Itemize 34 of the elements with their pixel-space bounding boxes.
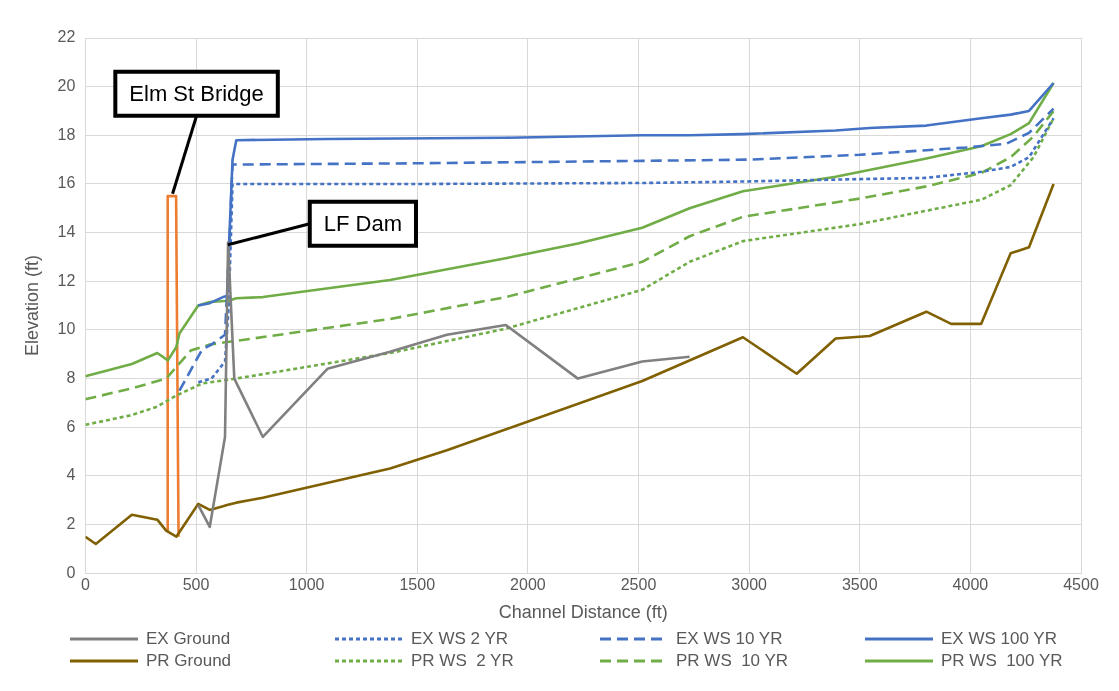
y-tick-label: 10 <box>57 320 76 338</box>
y-axis-title: Elevation (ft) <box>21 255 42 357</box>
x-tick-label: 2000 <box>510 576 546 594</box>
y-tick-label: 14 <box>57 223 76 241</box>
y-tick-label: 8 <box>66 368 76 386</box>
annotation: Elm St Bridge <box>129 80 264 106</box>
legend-label: EX WS 10 YR <box>676 628 783 650</box>
y-tick-label: 22 <box>57 28 76 46</box>
x-tick-label: 3500 <box>841 576 878 594</box>
legend-label: PR WS 2 YR <box>411 650 514 672</box>
y-tick-label: 4 <box>66 466 76 484</box>
x-tick-label: 4500 <box>1063 576 1099 594</box>
y-tick-label: 16 <box>57 174 76 192</box>
legend-label: EX Ground <box>146 628 231 650</box>
x-tick-label: 500 <box>182 576 210 594</box>
y-tick-label: 2 <box>66 514 76 532</box>
annotation: LF Dam <box>323 210 402 236</box>
legend-label: PR WS 10 YR <box>676 650 789 672</box>
x-tick-label: 3000 <box>731 576 768 594</box>
y-tick-label: 18 <box>57 125 76 143</box>
y-tick-label: 0 <box>66 563 76 581</box>
y-tick-label: 6 <box>66 417 76 435</box>
legend-label: EX WS 2 YR <box>411 628 508 650</box>
legend-label: PR Ground <box>146 650 232 672</box>
x-tick-label: 1500 <box>399 576 436 594</box>
x-tick-label: 2500 <box>620 576 657 594</box>
y-tick-label: 12 <box>57 271 76 289</box>
legend-label: EX WS 100 YR <box>941 628 1057 650</box>
x-tick-label: 4000 <box>952 576 989 594</box>
legend-label: PR WS 100 YR <box>941 650 1063 672</box>
y-tick-label: 20 <box>57 77 76 95</box>
x-tick-label: 0 <box>80 576 90 594</box>
x-axis-title: Channel Distance (ft) <box>498 602 668 623</box>
x-tick-label: 1000 <box>288 576 325 594</box>
